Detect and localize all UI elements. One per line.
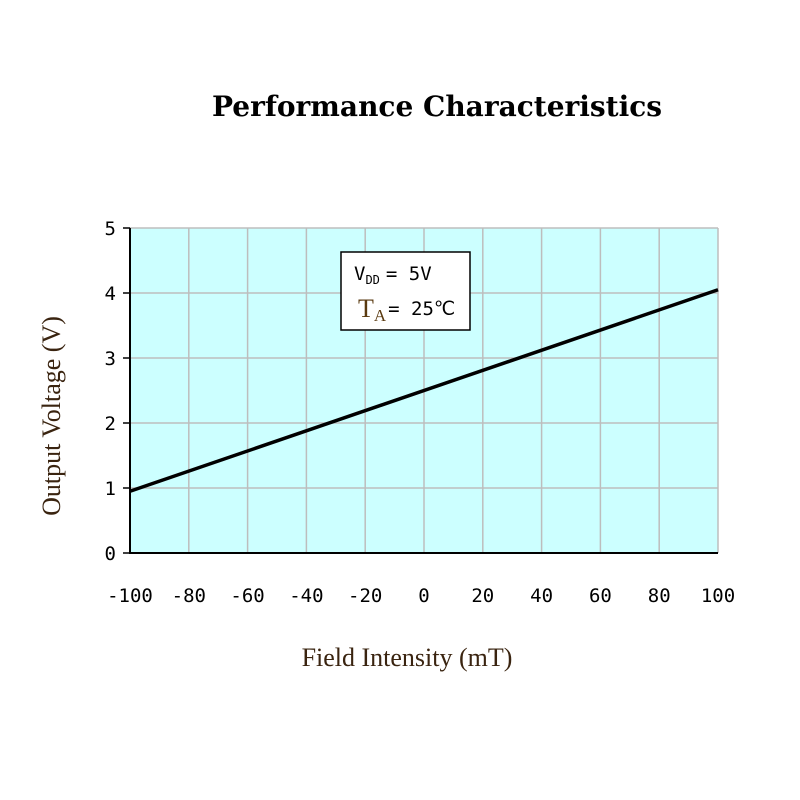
legend-vdd-value: = 5V [386, 263, 432, 285]
y-axis-label: Output Voltage (V) [37, 316, 66, 516]
legend-vdd-symbol: V [354, 263, 365, 285]
y-tick-label: 1 [105, 478, 116, 500]
x-tick-label: 80 [648, 585, 671, 607]
x-axis-label: Field Intensity (mT) [302, 643, 513, 672]
legend-ta-symbol: T [358, 294, 374, 323]
x-tick-label: -20 [348, 585, 382, 607]
chart-title: Performance Characteristics [212, 90, 662, 123]
x-tick-label: 0 [418, 585, 429, 607]
x-tick-label: -100 [107, 585, 153, 607]
y-tick-label: 2 [105, 413, 116, 435]
x-tick-labels: -100 -80 -60 -40 -20 0 20 40 60 80 100 [107, 585, 735, 607]
series-line-0 [129, 288, 719, 493]
legend-vdd-subscript: DD [365, 273, 379, 287]
gridlines [129, 227, 719, 554]
x-tick-label: 60 [589, 585, 612, 607]
y-tick-label: 4 [105, 283, 116, 305]
y-tick-label: 5 [105, 218, 116, 240]
y-tick-label: 0 [105, 543, 116, 565]
x-tick-label: 20 [471, 585, 494, 607]
legend-ta-subscript: A [374, 306, 387, 325]
legend-ta-value: = 25℃ [388, 298, 455, 320]
x-tick-label: -80 [172, 585, 206, 607]
x-tick-label: 100 [701, 585, 735, 607]
y-tick-labels: 0 1 2 3 4 5 [105, 218, 130, 565]
series-layer [129, 288, 719, 493]
x-tick-label: 40 [530, 585, 553, 607]
x-tick-label: -40 [289, 585, 323, 607]
svg-text:TA= 25℃: TA = 25℃ [358, 294, 455, 325]
svg-text:VDD= 5V: VDD = 5V [354, 263, 432, 287]
y-tick-label: 3 [105, 348, 116, 370]
legend-box: VDD = 5V TA = 25℃ [340, 251, 471, 331]
x-tick-label: -60 [230, 585, 264, 607]
